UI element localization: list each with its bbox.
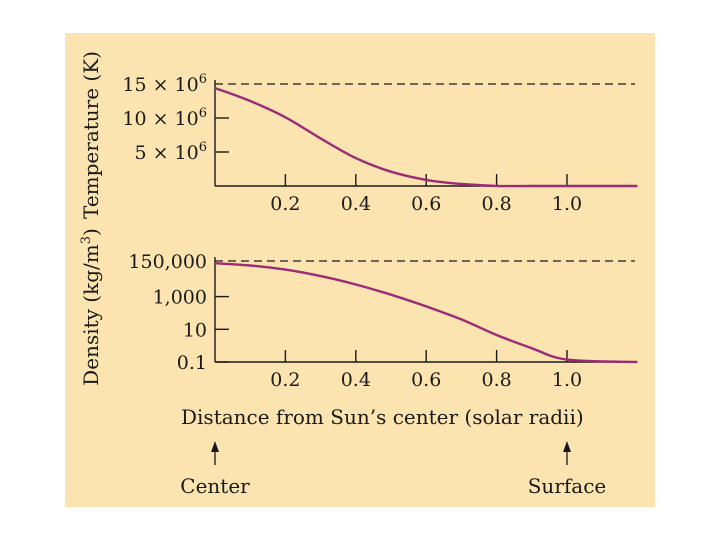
x-tick-label-text: 0.6 bbox=[411, 369, 441, 391]
y-tick-exponent: 6 bbox=[199, 140, 207, 155]
sun-interior-figure: 0.2 0.4 0.6 0.8 1.0 15 × 106 10 × 106 5 × 106 Te… bbox=[65, 33, 655, 507]
marker-label: Surface bbox=[528, 474, 607, 498]
marker-arrow-head bbox=[563, 441, 571, 452]
x-tick-label: 0.8 bbox=[481, 193, 511, 215]
x-tick-label: 0.8 bbox=[481, 369, 511, 391]
x-tick-label-text: 0.8 bbox=[481, 369, 511, 391]
marker-center: Center bbox=[180, 441, 250, 498]
y-axis-title: Density (kg/m3) bbox=[79, 228, 103, 386]
y-tick-coefficient: 10 × 10 bbox=[122, 108, 198, 130]
x-tick-label-text: 0.4 bbox=[341, 193, 371, 215]
x-tick-label: 0.6 bbox=[411, 193, 441, 215]
y-tick-label: 1,000 bbox=[153, 287, 207, 309]
marker-label-text: Center bbox=[180, 474, 250, 498]
y-tick-label-text: 150,000 bbox=[128, 251, 207, 273]
y-tick-label: 150,000 bbox=[128, 251, 207, 273]
x-tick-label: 1.0 bbox=[552, 369, 582, 391]
marker-label: Center bbox=[180, 474, 250, 498]
x-tick-label-text: 0.4 bbox=[341, 369, 371, 391]
temperature-curve bbox=[214, 86, 638, 188]
x-tick-label: 0.2 bbox=[270, 193, 300, 215]
y-tick-label-text: 1,000 bbox=[153, 287, 207, 309]
y-tick-label-text: 10 bbox=[183, 319, 207, 341]
y-tick-label: 15 × 106 bbox=[122, 72, 207, 96]
x-tick-label-text: 0.6 bbox=[411, 193, 441, 215]
marker-label-text: Surface bbox=[528, 474, 607, 498]
y-tick-label: 5 × 106 bbox=[134, 140, 207, 164]
y-tick-label: 10 × 106 bbox=[122, 106, 207, 130]
density-curve bbox=[214, 262, 638, 364]
y-tick-coefficient: 15 × 10 bbox=[122, 74, 198, 96]
y-axis-title-text: Density (kg/m bbox=[79, 244, 103, 386]
x-tick-label: 0.6 bbox=[411, 369, 441, 391]
x-axis-title-text: Distance from Sun’s center (solar radii) bbox=[181, 405, 584, 429]
figure-background bbox=[65, 33, 655, 507]
x-tick-label: 1.0 bbox=[552, 193, 582, 215]
x-tick-label: 0.2 bbox=[270, 369, 300, 391]
x-tick-label-text: 1.0 bbox=[552, 369, 582, 391]
y-tick-exponent: 6 bbox=[199, 106, 207, 121]
x-tick-label: 0.4 bbox=[341, 369, 371, 391]
x-tick-label-text: 1.0 bbox=[552, 193, 582, 215]
y-tick-label: 10 bbox=[183, 319, 207, 341]
chart-panel-density: 0.2 0.4 0.6 0.8 1.0 150,000 1,000 10 0.1 Density … bbox=[79, 228, 638, 391]
y-axis-title: Temperature (K) bbox=[79, 51, 103, 219]
y-tick-coefficient: 5 × 10 bbox=[134, 142, 198, 164]
y-axis-title-text: Temperature (K) bbox=[79, 51, 103, 219]
x-tick-label-text: 0.2 bbox=[270, 369, 300, 391]
x-axis-title: Distance from Sun’s center (solar radii) bbox=[181, 405, 584, 429]
marker-surface: Surface bbox=[528, 441, 607, 498]
marker-arrow-head bbox=[211, 441, 219, 452]
x-tick-label-text: 0.8 bbox=[481, 193, 511, 215]
y-axis-title-end: ) bbox=[79, 228, 103, 236]
y-tick-label-text: 0.1 bbox=[177, 352, 207, 374]
x-tick-label-text: 0.2 bbox=[270, 193, 300, 215]
y-axis-title-superscript: 3 bbox=[79, 236, 94, 244]
x-tick-label: 0.4 bbox=[341, 193, 371, 215]
y-tick-label: 0.1 bbox=[177, 352, 207, 374]
y-tick-exponent: 6 bbox=[199, 72, 207, 87]
